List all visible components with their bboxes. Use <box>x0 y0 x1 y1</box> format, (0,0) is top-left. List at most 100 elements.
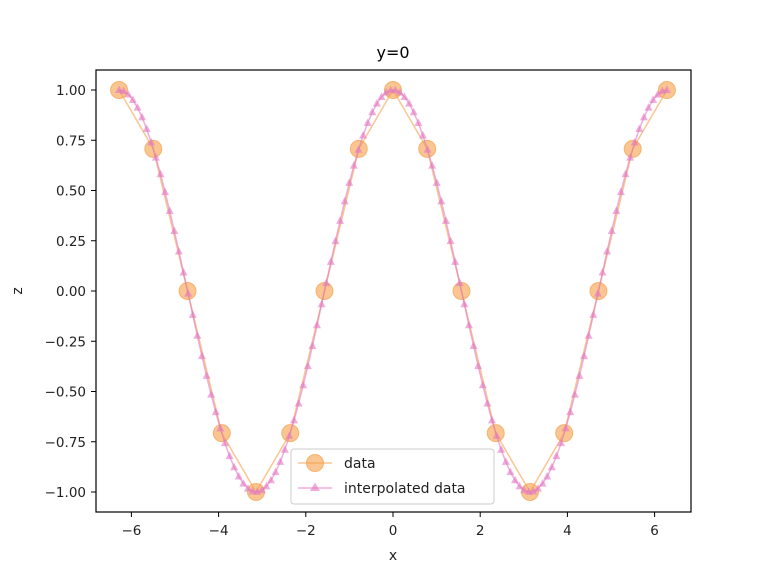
legend-label-data: data <box>344 456 376 472</box>
interpolated-point <box>649 95 658 104</box>
interpolated-point <box>156 169 165 178</box>
y-axis-ticks: 1.00 0.75 0.50 0.25 0.00 −0.25 −0.50 −0.75 −1.00 <box>45 83 96 501</box>
interpolated-point <box>561 423 570 432</box>
interpolated-point <box>266 475 275 484</box>
interpolated-point <box>345 178 354 186</box>
interpolated-point <box>474 361 483 370</box>
interpolated-point <box>207 390 216 398</box>
x-tick-label: −4 <box>209 523 229 539</box>
interpolated-point <box>446 236 455 245</box>
interpolated-point <box>170 226 179 234</box>
x-tick-label: 2 <box>476 523 485 539</box>
interpolated-point <box>151 153 160 161</box>
y-tick-label: 0.75 <box>56 133 86 149</box>
interpolated-point <box>280 445 289 453</box>
interpolated-point <box>115 85 124 93</box>
interpolated-point <box>607 226 616 234</box>
interpolated-point <box>368 107 377 116</box>
interpolated-point <box>349 161 358 169</box>
interpolated-point <box>483 398 492 407</box>
interpolated-point <box>322 278 331 287</box>
interpolated-point <box>303 361 312 370</box>
circle-marker-icon <box>306 454 324 472</box>
interpolated-point <box>271 467 280 476</box>
interpolated-point <box>354 145 363 153</box>
x-tick-label: −6 <box>121 523 141 539</box>
interpolated-point <box>340 196 349 205</box>
interpolated-point <box>580 351 589 360</box>
y-tick-label: 1.00 <box>56 83 86 99</box>
interpolated-point <box>313 320 322 329</box>
legend-box <box>290 448 495 505</box>
x-tick-label: 4 <box>563 523 572 539</box>
y-tick-label: −0.75 <box>45 435 86 451</box>
interpolated-point <box>584 331 593 339</box>
y-tick-label: −1.00 <box>45 485 86 501</box>
interpolated-point <box>478 380 487 389</box>
interpolated-point <box>359 131 368 139</box>
interpolated-point <box>290 415 299 424</box>
interpolated-point <box>119 86 128 95</box>
interpolated-point <box>285 431 294 439</box>
interpolated-point <box>630 137 639 146</box>
interpolated-point <box>441 216 450 224</box>
interpolated-point <box>575 371 584 379</box>
interpolated-point <box>216 423 225 432</box>
x-tick-label: −2 <box>296 523 316 539</box>
interpolated-point <box>124 89 133 98</box>
interpolated-point <box>331 236 340 245</box>
interpolated-point <box>193 331 202 339</box>
series-data <box>110 81 676 501</box>
interpolated-point <box>147 137 156 146</box>
interpolated-point <box>639 112 648 121</box>
interpolated-point <box>400 92 409 100</box>
interpolated-point <box>299 380 308 389</box>
interpolated-point <box>418 131 427 139</box>
interpolated-point <box>294 398 303 407</box>
interpolated-point <box>529 486 538 495</box>
y-tick-label: 0.25 <box>56 234 86 250</box>
interpolated-point <box>239 479 248 487</box>
interpolated-point <box>225 451 234 460</box>
interpolated-point <box>161 187 170 196</box>
interpolated-point <box>414 118 423 126</box>
plot-area <box>110 81 676 501</box>
interpolated-point <box>626 153 635 161</box>
interpolated-point <box>243 484 252 492</box>
y-tick-label: 0.50 <box>56 184 86 200</box>
interpolated-point <box>395 88 404 96</box>
interpolated-point <box>616 187 625 196</box>
interpolated-point <box>211 407 220 416</box>
interpolated-point <box>635 124 644 133</box>
y-tick-label: 0.00 <box>56 284 86 300</box>
interpolated-point <box>534 484 543 492</box>
interpolated-point <box>451 257 460 265</box>
interpolated-point <box>262 481 271 490</box>
interpolated-point <box>197 351 206 360</box>
interpolated-point <box>455 278 464 287</box>
interpolated-point <box>653 89 662 98</box>
interpolated-point <box>142 124 151 133</box>
interpolated-point <box>511 475 520 484</box>
interpolated-point <box>405 99 414 107</box>
interpolated-point <box>552 451 561 460</box>
interpolated-point <box>234 471 243 480</box>
interpolated-point <box>501 457 510 465</box>
y-tick-label: −0.50 <box>45 385 86 401</box>
interpolated-point <box>593 289 602 297</box>
y-tick-label: −0.25 <box>45 334 86 350</box>
interpolated-point <box>612 206 621 215</box>
interpolated-point <box>230 462 239 471</box>
interpolated-point <box>570 390 579 398</box>
interpolated-point <box>547 462 556 471</box>
interpolated-point <box>598 267 607 276</box>
interpolated-point <box>138 112 147 121</box>
interpolated-point <box>257 485 266 494</box>
interpolated-point <box>276 457 285 465</box>
interpolated-point <box>133 103 142 111</box>
interpolated-point <box>377 92 386 100</box>
legend-item-interpolated: interpolated data <box>298 481 466 497</box>
interpolated-point <box>557 438 566 447</box>
triangle-marker-icon <box>310 482 320 491</box>
interpolated-point <box>492 431 501 439</box>
